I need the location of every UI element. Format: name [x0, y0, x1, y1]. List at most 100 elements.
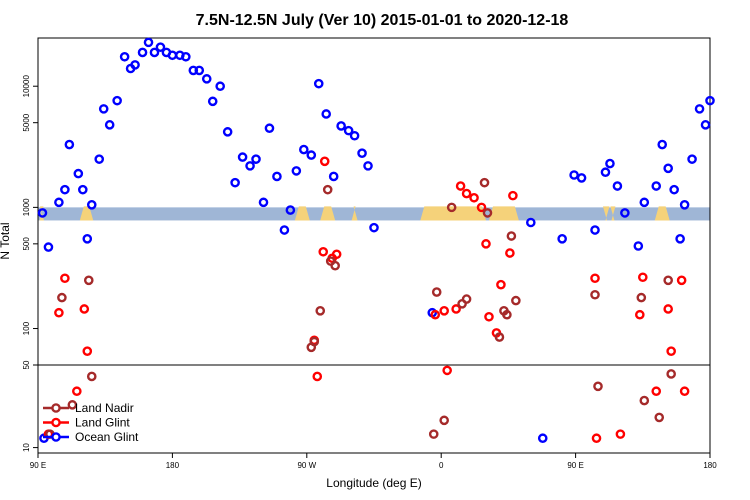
point-ocean-glint	[207, 96, 218, 107]
land-segment	[602, 206, 610, 221]
point-ocean-glint	[194, 65, 205, 76]
point-ocean-glint	[349, 130, 360, 141]
point-ocean-glint	[700, 120, 711, 130]
point-land-nadir	[83, 275, 94, 286]
point-ocean-glint	[557, 234, 567, 244]
point-land-glint	[508, 190, 518, 201]
point-ocean-glint	[357, 148, 367, 158]
legend-marker	[51, 432, 61, 442]
land-segment	[294, 206, 310, 221]
y-tick-label: 10000	[22, 75, 31, 98]
point-ocean-glint	[245, 161, 255, 171]
point-ocean-glint	[258, 197, 269, 208]
point-land-nadir	[309, 336, 320, 347]
point-ocean-glint	[679, 200, 690, 210]
point-land-glint	[679, 386, 690, 397]
plot-border	[37, 37, 711, 454]
point-ocean-glint	[181, 51, 191, 62]
point-land-glint	[319, 156, 330, 167]
point-land-nadir	[428, 429, 439, 439]
point-ocean-glint	[279, 225, 290, 235]
point-ocean-glint	[313, 78, 324, 89]
land-segment	[79, 206, 94, 221]
point-land-glint	[590, 273, 600, 284]
point-ocean-glint	[137, 47, 148, 58]
point-land-glint	[469, 192, 479, 203]
point-ocean-glint	[669, 184, 679, 195]
point-land-glint	[461, 188, 472, 199]
y-tick-label: 500	[22, 237, 31, 251]
legend-label: Land Glint	[75, 416, 130, 430]
point-ocean-glint	[149, 47, 160, 58]
point-land-glint	[638, 272, 648, 283]
point-ocean-glint	[343, 125, 354, 136]
point-ocean-glint	[369, 222, 379, 233]
point-land-glint	[60, 273, 70, 284]
point-land-glint	[451, 304, 461, 314]
y-tick-label: 10	[22, 443, 31, 452]
legend-marker	[51, 417, 61, 428]
point-ocean-glint	[590, 225, 600, 235]
point-ocean-glint	[328, 171, 339, 182]
point-land-nadir	[67, 400, 78, 410]
x-axis-label: Longitude (deg E)	[326, 476, 421, 490]
point-ocean-glint	[285, 205, 296, 215]
point-ocean-glint	[60, 184, 70, 195]
legend-marker	[51, 403, 61, 413]
y-tick-label: 50	[22, 360, 31, 369]
point-land-nadir	[593, 381, 603, 392]
x-tick-label: 90 E	[30, 461, 46, 470]
land-segment	[488, 206, 519, 221]
point-ocean-glint	[73, 168, 84, 179]
point-land-glint	[79, 304, 90, 314]
point-land-nadir	[663, 275, 673, 286]
point-land-glint	[615, 429, 626, 439]
point-land-nadir	[330, 260, 340, 271]
point-ocean-glint	[143, 37, 154, 48]
point-land-nadir	[86, 371, 97, 382]
point-land-glint	[476, 202, 487, 213]
point-land-nadir	[654, 412, 665, 423]
series-land-glint	[43, 156, 690, 444]
data-points	[37, 37, 715, 444]
point-land-glint	[505, 248, 515, 258]
point-ocean-glint	[64, 139, 75, 150]
point-land-glint	[54, 307, 64, 318]
point-ocean-glint	[222, 127, 233, 137]
point-ocean-glint	[272, 171, 282, 182]
x-tick-label: 180	[703, 461, 717, 470]
point-land-glint	[484, 311, 494, 322]
point-ocean-glint	[620, 208, 630, 218]
point-land-glint	[312, 371, 323, 382]
point-ocean-glint	[251, 154, 261, 164]
x-tick-label: 180	[166, 461, 180, 470]
point-ocean-glint	[291, 166, 302, 176]
point-land-glint	[666, 346, 676, 356]
point-land-nadir	[494, 332, 505, 342]
point-land-glint	[481, 239, 491, 249]
point-ocean-glint	[98, 104, 109, 114]
point-land-nadir	[482, 208, 493, 218]
point-land-glint	[331, 249, 342, 260]
point-ocean-glint	[237, 152, 248, 162]
point-ocean-glint	[82, 234, 93, 244]
point-land-nadir	[446, 202, 457, 213]
point-land-nadir	[322, 184, 333, 195]
point-ocean-glint	[104, 120, 115, 130]
point-land-nadir	[502, 309, 512, 320]
point-land-glint	[651, 386, 662, 397]
point-land-nadir	[461, 294, 472, 304]
point-ocean-glint	[321, 109, 332, 119]
x-tick-label: 90 E	[567, 461, 583, 470]
point-land-glint	[496, 279, 506, 290]
chart-title: 7.5N-12.5N July (Ver 10) 2015-01-01 to 2…	[196, 12, 569, 29]
land-segment	[351, 206, 358, 221]
point-land-glint	[455, 181, 466, 191]
legend-label: Land Nadir	[75, 401, 134, 415]
point-ocean-glint	[119, 51, 130, 62]
y-tick-label: 1000	[22, 198, 31, 216]
point-ocean-glint	[112, 95, 122, 106]
point-land-glint	[663, 304, 673, 314]
point-land-glint	[82, 346, 93, 356]
